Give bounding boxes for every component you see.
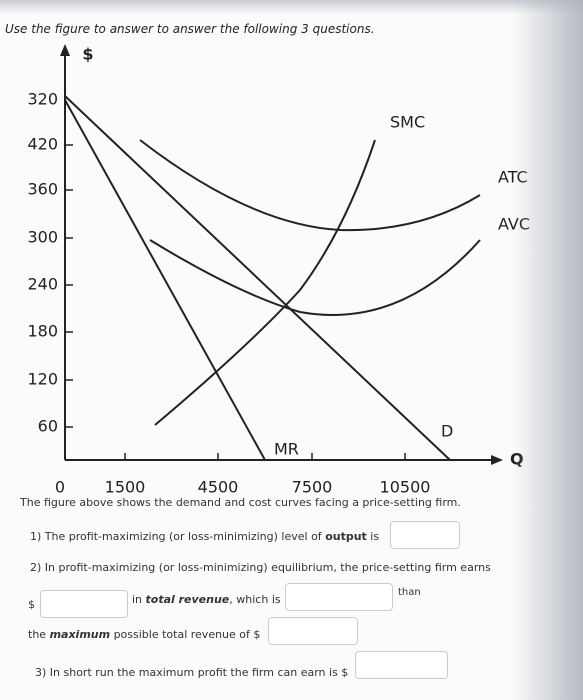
y-label: 120 (27, 370, 58, 389)
question-3: 3) In short run the maximum profit the f… (35, 666, 349, 679)
question-1: 1) The profit-maximizing (or loss-minimi… (30, 530, 379, 543)
caption: The figure above shows the demand and co… (20, 496, 461, 509)
text: 1) The profit-maximizing (or loss-minimi… (30, 530, 326, 543)
question-2: 2) In profit-maximizing (or loss-minimiz… (30, 561, 491, 574)
answer-input[interactable] (355, 651, 448, 679)
y-label: 360 (27, 180, 58, 199)
figure: $ Q SMC ATC AVC MR D 3204203603002401801… (27, 44, 530, 497)
y-label: 60 (38, 417, 58, 436)
photo-edge (0, 0, 583, 14)
question-2-mid: in total revenue, which is (132, 593, 281, 606)
dollar-sign: $ (28, 598, 35, 611)
y-label: 300 (27, 228, 58, 247)
text-bold-italic: maximum (49, 628, 111, 641)
answer-input[interactable] (390, 521, 460, 549)
than-text: than (398, 587, 421, 598)
smc-curve (154, 139, 376, 426)
x-arrow (491, 455, 503, 465)
x-label: 10500 (380, 478, 431, 497)
y-label: 420 (27, 135, 58, 154)
text: in (132, 593, 146, 606)
mr-label: MR (274, 440, 299, 459)
y-label: 320 (27, 90, 58, 109)
d-label: D (441, 422, 453, 441)
answer-input[interactable] (285, 583, 393, 611)
text: possible total revenue of $ (110, 628, 261, 641)
photo-edge (513, 0, 583, 700)
text: is (366, 530, 380, 543)
avc-curve (149, 239, 481, 316)
mr-curve (64, 99, 266, 461)
answer-input[interactable] (40, 590, 128, 618)
atc-curve (139, 139, 481, 232)
x-label: 7500 (292, 478, 333, 497)
y-axis-label: $ (82, 45, 93, 64)
x-label: 0 (55, 478, 65, 497)
text: the (28, 628, 50, 641)
ticks (65, 144, 406, 460)
instruction: Use the figure to answer to answer the f… (5, 22, 375, 36)
x-label: 1500 (105, 478, 146, 497)
x-label: 4500 (198, 478, 239, 497)
text-bold: output (325, 530, 367, 543)
y-label: 180 (27, 322, 58, 341)
y-arrow (60, 44, 70, 56)
y-label: 240 (27, 275, 58, 294)
smc-label: SMC (390, 113, 425, 132)
text: , which is (229, 593, 281, 606)
question-2-end: the maximum possible total revenue of $ (28, 628, 260, 641)
answer-input[interactable] (268, 617, 358, 645)
text-bold-italic: total revenue (145, 593, 230, 606)
demand-curve (64, 95, 451, 461)
